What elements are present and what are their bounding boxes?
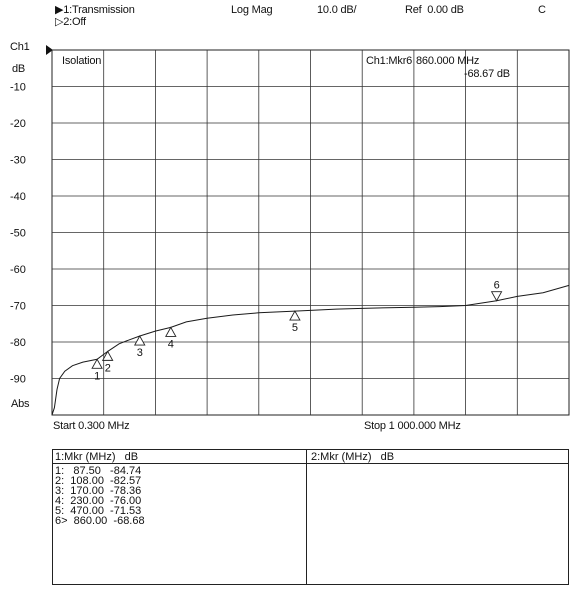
marker-table-left-header: 1:Mkr (MHz) dB: [55, 451, 139, 463]
abs-label: Abs: [11, 398, 30, 410]
marker-readout-value: -68.67 dB: [464, 68, 510, 80]
marker-table-row: 3: 170.00 -78.36: [55, 485, 142, 497]
marker-triangle: [165, 326, 177, 337]
chart-plot: -10 -20 -30 -40 -50 -60 -70 -80 -90 12 3 4 5 6: [10, 45, 570, 416]
marker-6[interactable]: 6: [490, 280, 503, 302]
trace2-label[interactable]: ▷2:Off: [55, 16, 86, 28]
corner-label: C: [538, 4, 546, 16]
y-tick-label: -50: [10, 228, 26, 240]
trace: [51, 284, 570, 416]
y-tick-label: -40: [10, 191, 26, 203]
unit-label: dB: [12, 63, 26, 75]
format-label[interactable]: Log Mag: [231, 4, 273, 16]
marker-table-divider: [306, 450, 307, 584]
marker-table-header-line: [53, 463, 568, 464]
channel-label: Ch1: [10, 41, 30, 53]
marker-label: 1: [94, 370, 100, 382]
y-tick-labels: -10 -20 -30 -40 -50 -60 -70 -80 -90: [10, 82, 26, 386]
markers: 12 3 4 5 6: [91, 280, 503, 382]
marker-4[interactable]: 4: [165, 326, 177, 350]
y-tick-label: -70: [10, 301, 26, 313]
marker-2[interactable]: 2: [101, 350, 114, 374]
marker-table-row: 6> 860.00 -68.68: [55, 515, 145, 527]
marker-readout-freq: 860.000 MHz: [416, 55, 480, 67]
y-tick-label: -20: [10, 118, 26, 130]
start-frequency-label[interactable]: Start 0.300 MHz: [53, 420, 130, 432]
marker-triangle: [133, 335, 146, 346]
marker-label: 6: [494, 280, 500, 292]
marker-readout-name: Ch1:Mkr6: [366, 55, 413, 67]
marker-table-right-header: 2:Mkr (MHz) dB: [311, 451, 395, 463]
marker-3[interactable]: 3: [133, 335, 146, 359]
grid: [52, 50, 569, 415]
marker-triangle: [101, 350, 114, 361]
marker-table: 1:Mkr (MHz) dB 2:Mkr (MHz) dB 1: 87.50 -…: [52, 449, 569, 585]
trace1-label[interactable]: ▶1:Transmission: [55, 4, 135, 16]
marker-table-row: 2: 108.00 -82.57: [55, 475, 142, 487]
ref-label[interactable]: Ref 0.00 dB: [405, 4, 464, 16]
plot-title: Isolation: [62, 55, 102, 67]
marker-triangle: [289, 310, 301, 321]
marker-table-row: 5: 470.00 -71.53: [55, 505, 142, 517]
y-tick-label: -80: [10, 337, 26, 349]
marker-triangle: [91, 358, 103, 369]
stop-frequency-label[interactable]: Stop 1 000.000 MHz: [364, 420, 461, 432]
marker-table-row: 4: 230.00 -76.00: [55, 495, 142, 507]
marker-triangle: [490, 291, 503, 302]
reference-arrow-icon: [46, 45, 53, 55]
y-tick-label: -90: [10, 374, 26, 386]
series-line: [51, 284, 570, 416]
marker-label: 2: [105, 362, 111, 374]
marker-label: 4: [168, 338, 174, 350]
marker-label: 5: [292, 322, 298, 334]
marker-5[interactable]: 5: [289, 310, 301, 334]
scale-label[interactable]: 10.0 dB/: [317, 4, 357, 16]
y-tick-label: -10: [10, 82, 26, 94]
marker-table-row: 1: 87.50 -84.74: [55, 465, 142, 477]
marker-label: 3: [137, 347, 143, 359]
marker-1[interactable]: 1: [91, 358, 103, 382]
y-tick-label: -30: [10, 155, 26, 167]
y-tick-label: -60: [10, 264, 26, 276]
